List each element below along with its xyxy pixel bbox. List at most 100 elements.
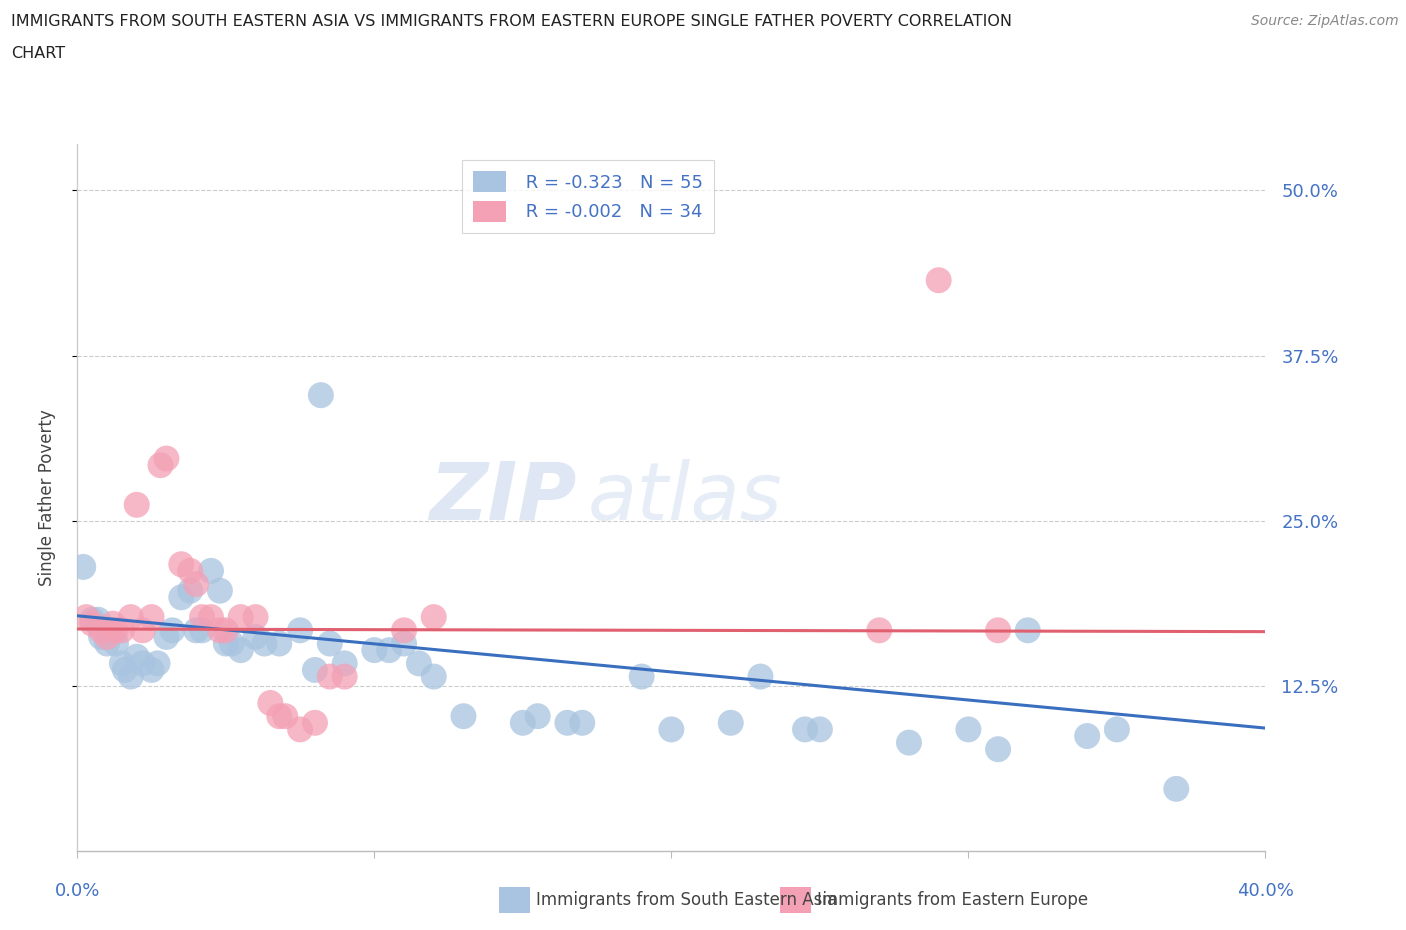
Point [557,715,579,730]
Text: ZIP: ZIP [429,458,576,537]
Point [245,630,267,644]
Point [208,583,231,598]
Text: IMMIGRANTS FROM SOUTH EASTERN ASIA VS IMMIGRANTS FROM EASTERN EUROPE SINGLE FATH: IMMIGRANTS FROM SOUTH EASTERN ASIA VS IM… [11,14,1012,29]
Point [363,643,385,658]
Point [186,623,208,638]
Point [957,722,980,737]
Point [149,458,172,472]
Point [304,662,326,677]
Point [304,715,326,730]
Point [630,669,652,684]
Point [114,662,136,677]
Point [526,709,548,724]
Text: CHART: CHART [11,46,65,60]
Point [215,636,238,651]
Point [661,722,683,737]
Point [259,696,281,711]
Point [131,623,153,638]
Point [868,623,890,638]
Point [987,623,1010,638]
Point [179,564,201,578]
Point [208,623,231,638]
Point [720,715,742,730]
Point [120,610,142,625]
Point [101,617,124,631]
Point [319,669,342,684]
Point [808,722,831,737]
Point [408,656,430,671]
Point [269,636,291,651]
Point [423,669,446,684]
Point [288,623,311,638]
Point [288,722,311,737]
Point [229,610,252,625]
Text: atlas: atlas [588,458,783,537]
Point [987,742,1010,757]
Point [131,656,153,671]
Point [104,636,127,651]
Point [200,564,222,578]
Point [392,623,415,638]
Point [90,623,112,638]
Point [221,636,243,651]
Text: 40.0%: 40.0% [1237,882,1294,899]
Point [170,557,193,572]
Point [333,656,356,671]
Point [72,560,94,575]
Point [179,583,201,598]
Text: Source: ZipAtlas.com: Source: ZipAtlas.com [1251,14,1399,28]
Point [82,617,104,631]
Point [928,272,950,287]
Point [125,498,148,512]
Point [141,610,163,625]
Point [90,630,112,644]
Point [253,636,276,651]
Text: Immigrants from South Eastern Asia: Immigrants from South Eastern Asia [536,891,837,910]
Point [1076,728,1098,743]
Text: 0.0%: 0.0% [55,882,100,899]
Point [111,623,134,638]
Point [333,669,356,684]
Point [146,656,169,671]
Point [898,736,921,751]
Text: Immigrants from Eastern Europe: Immigrants from Eastern Europe [817,891,1088,910]
Point [378,643,401,658]
Point [423,610,446,625]
Point [245,610,267,625]
Point [162,623,184,638]
Point [200,610,222,625]
Point [82,612,104,627]
Point [229,643,252,658]
Point [186,577,208,591]
Point [269,709,291,724]
Point [104,623,127,638]
Legend:  R = -0.323   N = 55,  R = -0.002   N = 34: R = -0.323 N = 55, R = -0.002 N = 34 [463,160,714,232]
Point [1017,623,1039,638]
Point [309,388,332,403]
Point [453,709,475,724]
Y-axis label: Single Father Poverty: Single Father Poverty [38,409,56,586]
Point [1166,781,1188,796]
Point [191,610,214,625]
Point [794,722,817,737]
Point [215,623,238,638]
Point [319,636,342,651]
Point [392,636,415,651]
Point [120,669,142,684]
Point [101,623,124,638]
Point [111,656,134,671]
Point [87,612,110,627]
Point [96,636,118,651]
Point [96,630,118,644]
Point [571,715,593,730]
Point [1105,722,1128,737]
Point [191,623,214,638]
Point [170,590,193,604]
Point [125,649,148,664]
Point [749,669,772,684]
Point [512,715,534,730]
Point [141,662,163,677]
Point [75,610,97,625]
Point [155,451,177,466]
Point [274,709,297,724]
